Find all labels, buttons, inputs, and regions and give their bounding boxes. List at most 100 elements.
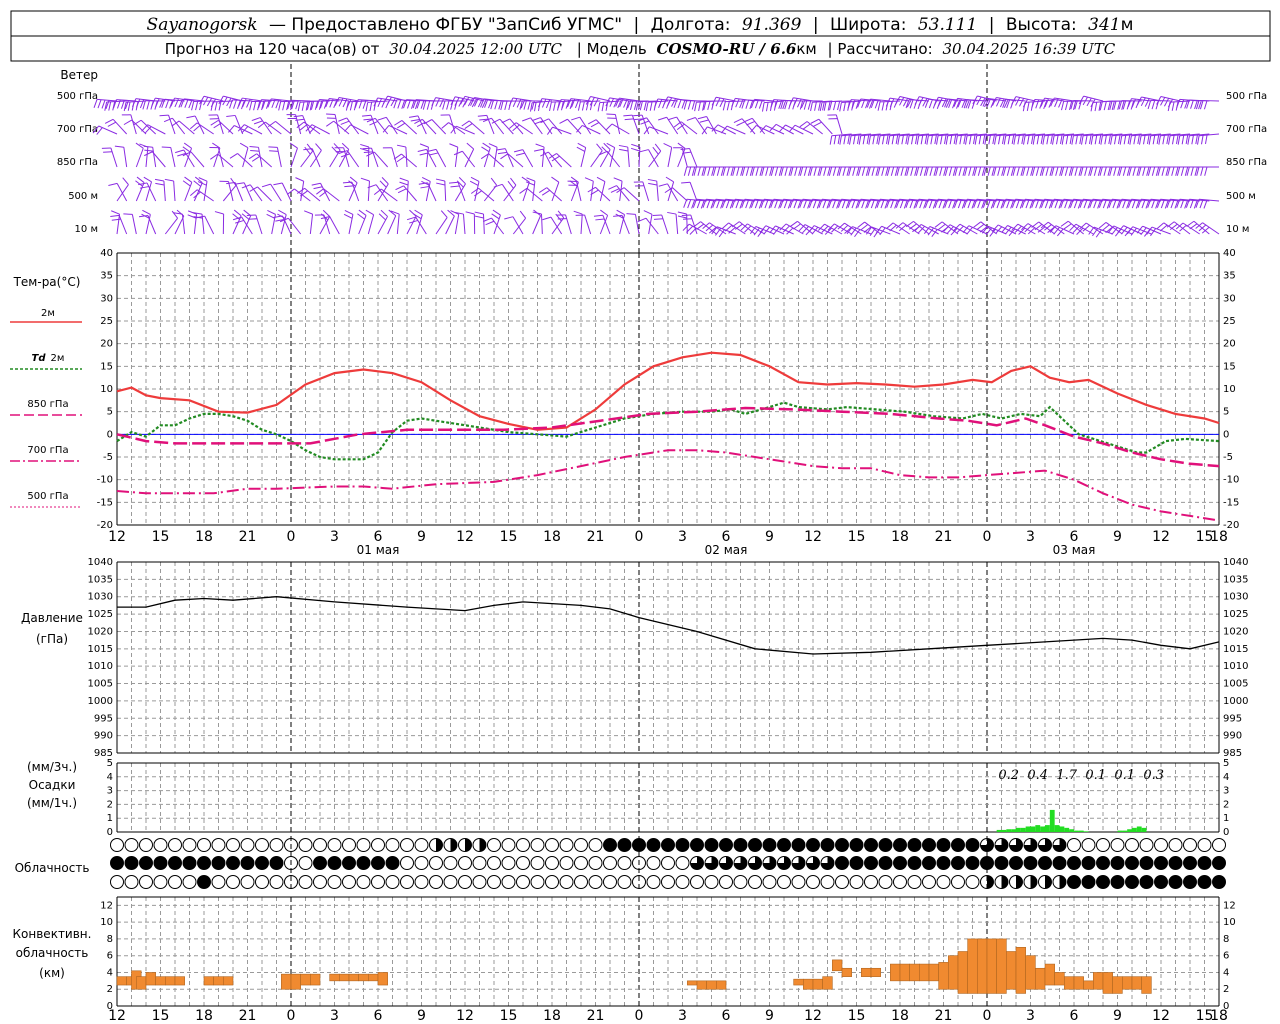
cloud-symbol bbox=[458, 875, 472, 889]
pressure-ytick-right: 1020 bbox=[1223, 626, 1248, 637]
wind-barb-flag bbox=[1050, 199, 1055, 208]
wind-barb-flag bbox=[865, 166, 870, 176]
cloud-symbol bbox=[777, 875, 791, 889]
wind-barb-staff bbox=[616, 185, 630, 202]
wind-barb-flag bbox=[1113, 166, 1117, 176]
wind-barb-staff bbox=[909, 198, 930, 202]
wind-barb-staff bbox=[242, 147, 249, 168]
cloud-symbol-fill bbox=[864, 856, 878, 870]
precip-bar bbox=[1035, 825, 1041, 832]
wind-barb-staff bbox=[512, 217, 527, 235]
precip-bar bbox=[1020, 827, 1026, 832]
wind-barb-flag bbox=[948, 166, 953, 176]
wind-barb-flag bbox=[293, 115, 303, 118]
precip-unit1: (мм/1ч.) bbox=[27, 796, 77, 810]
wind-barb-flag bbox=[886, 199, 891, 208]
wind-barb-flag bbox=[210, 101, 214, 111]
precip-ytick-left: 4 bbox=[107, 772, 113, 783]
wind-barb-flag bbox=[576, 146, 585, 152]
wind-barb-flag bbox=[386, 96, 392, 106]
wind-barb-flag bbox=[860, 224, 869, 231]
wind-barb-flag bbox=[519, 210, 527, 219]
cloud-symbol bbox=[240, 838, 255, 852]
wind-barb-flag bbox=[1204, 166, 1208, 176]
wind-barb-flag bbox=[464, 97, 470, 106]
wind-barb-staff bbox=[1044, 198, 1065, 202]
wind-barb-flag bbox=[114, 145, 124, 148]
wind-barb-staff bbox=[374, 118, 389, 135]
wind-barb-flag bbox=[702, 199, 707, 208]
wind-barb-flag bbox=[230, 177, 237, 186]
wind-barb-flag bbox=[949, 135, 953, 145]
cloud-title: Облачность bbox=[15, 861, 90, 875]
wind-barb-flag bbox=[707, 100, 711, 110]
wind-barb-flag bbox=[251, 155, 260, 162]
wind-barb-flag bbox=[1021, 223, 1029, 231]
wind-barb-flag bbox=[1074, 166, 1078, 176]
wind-barb-flag bbox=[104, 118, 114, 124]
wind-barb-flag bbox=[287, 100, 291, 110]
wind-barb-staff bbox=[488, 153, 504, 168]
wind-barb-flag bbox=[507, 180, 514, 189]
wind-barb-flag bbox=[569, 100, 574, 110]
wind-barb-flag bbox=[108, 101, 112, 111]
cloud-symbol bbox=[153, 838, 168, 852]
cloud-symbol bbox=[269, 838, 284, 852]
wind-barb-flag bbox=[982, 98, 987, 107]
wind-barb-flag bbox=[702, 222, 710, 230]
precip-bar bbox=[1127, 829, 1132, 832]
wind-barb-flag bbox=[699, 119, 709, 123]
wind-barb-flag bbox=[686, 225, 694, 233]
wind-barb-flag bbox=[490, 100, 494, 110]
wind-barb-flag bbox=[1090, 135, 1094, 145]
wind-barb-staff bbox=[350, 124, 369, 135]
wind-barb-flag bbox=[848, 166, 852, 176]
wind-barb-flag bbox=[944, 98, 949, 108]
wind-barb-flag bbox=[304, 146, 311, 155]
wind-barb-flag bbox=[885, 134, 889, 144]
wind-barb-flag bbox=[691, 100, 696, 110]
wind-barb-flag bbox=[1011, 199, 1016, 208]
wind-barb-flag bbox=[719, 98, 725, 108]
wind-barb-flag bbox=[598, 150, 608, 156]
conv-bar bbox=[145, 972, 156, 986]
wind-barb-flag bbox=[333, 143, 341, 151]
wind-barb-flag bbox=[403, 99, 407, 109]
wind-barb-flag bbox=[895, 199, 900, 208]
wind-barb-flag bbox=[740, 166, 744, 176]
wind-barb-flag bbox=[290, 101, 294, 111]
wind-barb-flag bbox=[745, 166, 750, 176]
wind-barb-staff bbox=[456, 125, 475, 135]
cloud-symbol-fill bbox=[386, 856, 399, 870]
wind-barb-staff bbox=[631, 114, 640, 135]
cloud-symbol bbox=[661, 875, 675, 889]
wind-barb-staff bbox=[377, 183, 389, 202]
wind-barb-flag bbox=[189, 122, 198, 130]
wind-barb-flag bbox=[1201, 135, 1204, 145]
wind-barb-staff bbox=[667, 183, 679, 202]
wind-barb-flag bbox=[527, 100, 531, 110]
wind-barb-flag bbox=[1011, 223, 1019, 231]
conv-ytick-right: 4 bbox=[1223, 967, 1229, 978]
wind-barb-flag bbox=[1161, 166, 1165, 176]
wind-barb-flag bbox=[226, 114, 236, 118]
wind-barb-flag bbox=[155, 182, 165, 186]
wind-barb-flag bbox=[870, 99, 875, 109]
temp-ytick-left: -5 bbox=[103, 452, 113, 463]
wind-barb-flag bbox=[493, 183, 503, 188]
wind-barb-flag bbox=[813, 121, 822, 127]
wind-barb-flag bbox=[427, 148, 437, 152]
wind-barb-flag bbox=[422, 100, 427, 110]
wind-barb-staff bbox=[1150, 198, 1171, 202]
wind-barb-flag bbox=[935, 166, 939, 176]
wind-barb-flag bbox=[295, 177, 304, 182]
model-unit: км bbox=[796, 40, 816, 58]
wind-barb-staff bbox=[370, 115, 379, 135]
wind-barb-flag bbox=[199, 101, 203, 111]
cloud-symbol bbox=[472, 875, 487, 889]
wind-barb-flag bbox=[722, 166, 726, 176]
wind-barb-flag bbox=[643, 101, 647, 111]
wind-barb-flag bbox=[637, 100, 642, 110]
temp-xtick: 9 bbox=[1113, 529, 1122, 545]
wind-barb-staff bbox=[1025, 133, 1046, 137]
